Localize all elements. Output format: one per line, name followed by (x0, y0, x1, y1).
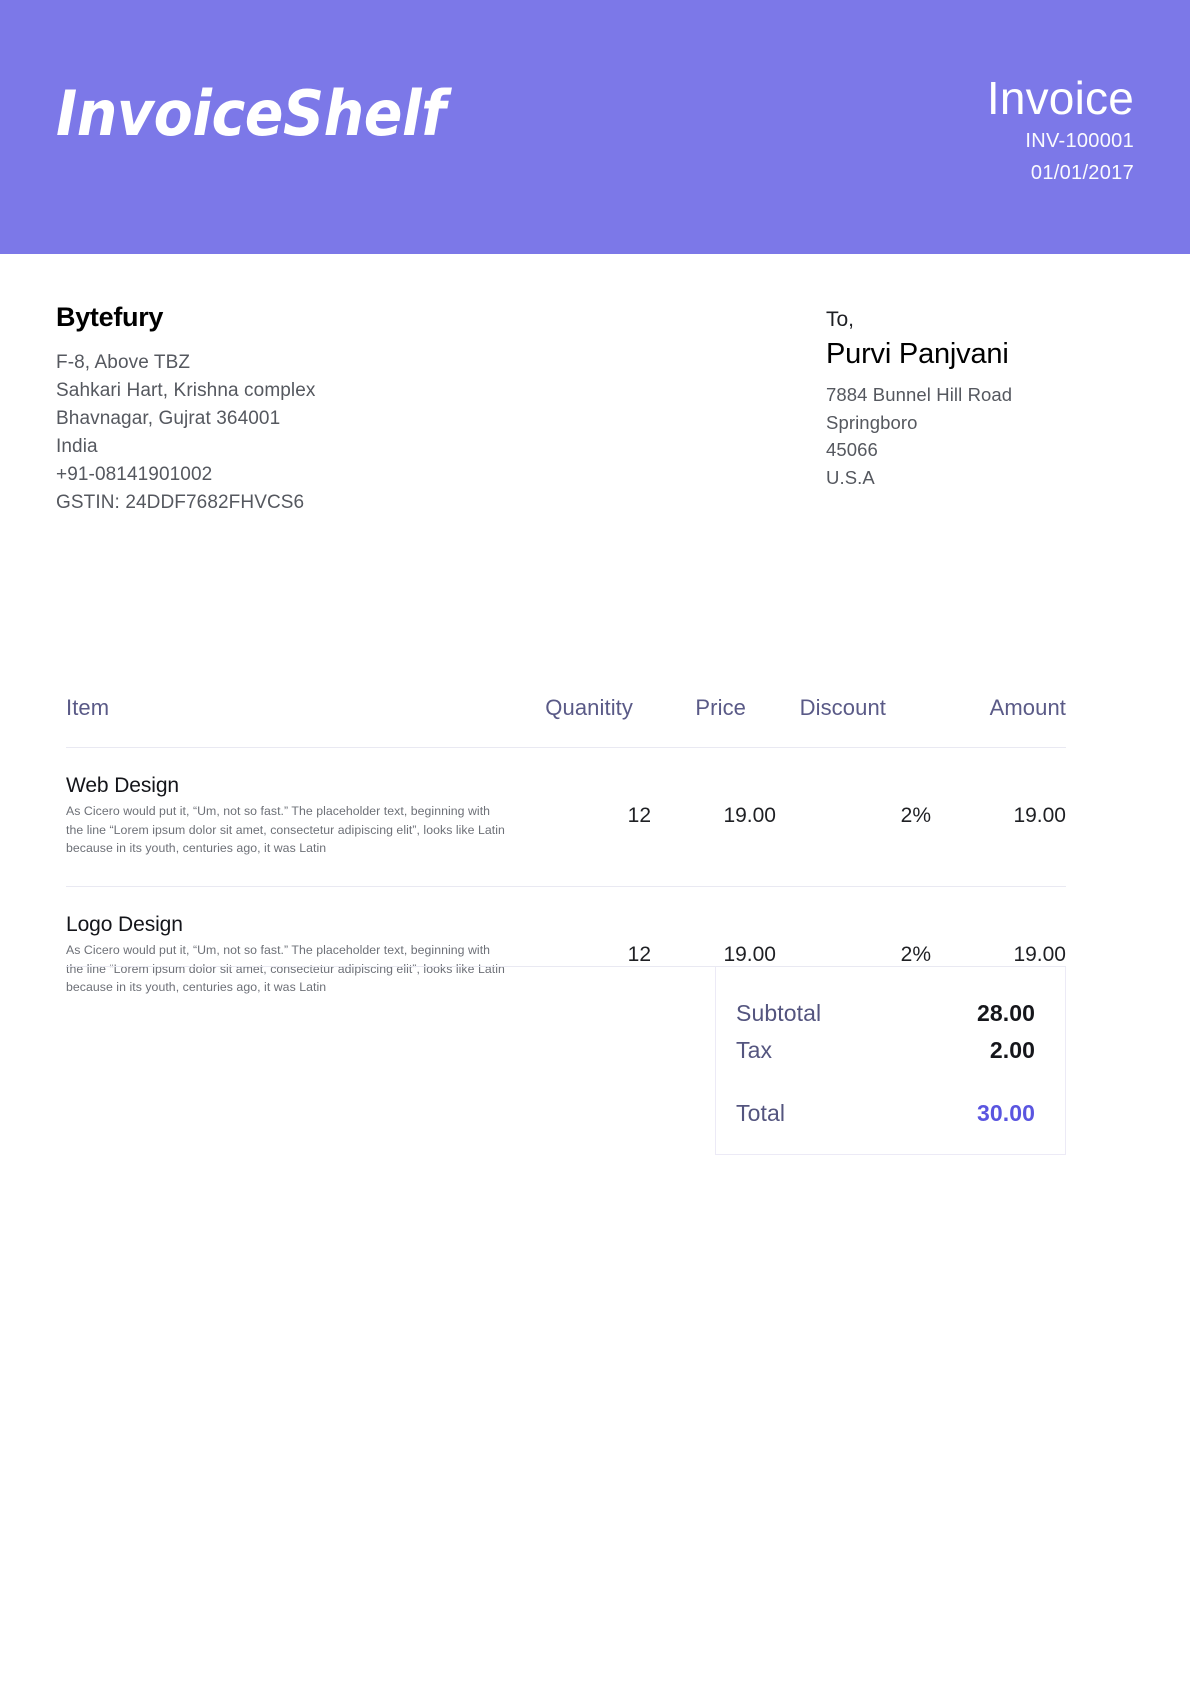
tax-value: 2.00 (989, 1037, 1035, 1063)
invoice-title: Invoice (986, 72, 1134, 124)
total-row: Total 30.00 (736, 1095, 1035, 1132)
table-cell-quantity: 12 (627, 943, 651, 967)
sender-name: Bytefury (56, 302, 164, 332)
sender-address-line: F-8, Above TBZ (56, 352, 191, 373)
subtotal-label: Subtotal (736, 1000, 822, 1026)
column-header-discount: Discount (799, 695, 886, 720)
recipient-address-line: Springboro (826, 411, 918, 433)
total-label: Total (736, 1100, 786, 1126)
sender-gstin: GSTIN: 24DDF7682FHVCS6 (56, 491, 305, 513)
table-cell-discount: 2% (900, 943, 931, 967)
invoice-date: 01/01/2017 (1030, 161, 1134, 184)
tax-row: Tax 2.00 (736, 1032, 1035, 1069)
table-row: Web Design As Cicero would put it, “Um, … (66, 747, 1066, 887)
recipient-address-block: To, Purvi Panjvani 7884 Bunnel Hill Road… (826, 306, 1136, 492)
invoice-header-band: InvoiceShelf Invoice INV-100001 01/01/20… (0, 0, 1190, 254)
column-header-amount: Amount (989, 695, 1066, 720)
table-row: Logo Design As Cicero would put it, “Um,… (66, 886, 1066, 1026)
sender-phone: +91-08141901002 (56, 463, 213, 485)
recipient-label: To, (826, 308, 855, 331)
items-table: Item Quanitity Price Discount Amount Web… (66, 695, 1066, 1025)
table-cell-item: Web Design As Cicero would put it, “Um, … (66, 748, 506, 887)
recipient-address-line: 45066 (826, 439, 878, 461)
item-description: As Cicero would put it, “Um, not so fast… (66, 804, 505, 856)
subtotal-row: Subtotal 28.00 (736, 995, 1035, 1032)
invoice-number: INV-100001 (1025, 129, 1134, 152)
sender-address-line: Bhavnagar, Gujrat 364001 (56, 407, 281, 429)
table-cell-amount: 19.00 (1013, 804, 1066, 828)
table-cell-quantity: 12 (627, 804, 651, 828)
brand-logo: InvoiceShelf (56, 77, 446, 150)
items-table-container: Item Quanitity Price Discount Amount Web… (66, 695, 1066, 1025)
item-name: Web Design (66, 774, 180, 797)
table-cell-item: Logo Design As Cicero would put it, “Um,… (66, 887, 506, 1026)
sender-address-line: India (56, 435, 98, 457)
table-cell-discount: 2% (900, 804, 931, 828)
invoice-meta: Invoice INV-100001 01/01/2017 (987, 72, 1134, 189)
table-cell-amount: 19.00 (1013, 943, 1066, 967)
items-table-head: Item Quanitity Price Discount Amount (66, 695, 1066, 748)
recipient-address-line: U.S.A (826, 467, 875, 489)
table-header-row: Item Quanitity Price Discount Amount (66, 695, 1066, 748)
column-header-price: Price (695, 695, 746, 720)
recipient-name: Purvi Panjvani (826, 338, 1009, 371)
item-name: Logo Design (66, 913, 183, 937)
recipient-address-line: 7884 Bunnel Hill Road (826, 383, 1013, 405)
items-table-body: Web Design As Cicero would put it, “Um, … (66, 747, 1066, 1026)
column-header-item: Item (66, 695, 110, 720)
totals-panel: Subtotal 28.00 Tax 2.00 Total 30.00 (715, 967, 1066, 1155)
table-cell-price: 19.00 (723, 943, 776, 967)
item-description: As Cicero would put it, “Um, not so fast… (66, 943, 505, 995)
subtotal-value: 28.00 (976, 1000, 1035, 1026)
total-value: 30.00 (976, 1100, 1035, 1126)
table-cell-price: 19.00 (723, 804, 776, 828)
sender-address-block: Bytefury F-8, Above TBZ Sahkari Hart, Kr… (56, 302, 526, 517)
column-header-quantity: Quanitity (545, 695, 633, 720)
tax-label: Tax (736, 1037, 773, 1063)
table-bottom-divider (66, 966, 1066, 967)
sender-address-line: Sahkari Hart, Krishna complex (56, 379, 316, 401)
